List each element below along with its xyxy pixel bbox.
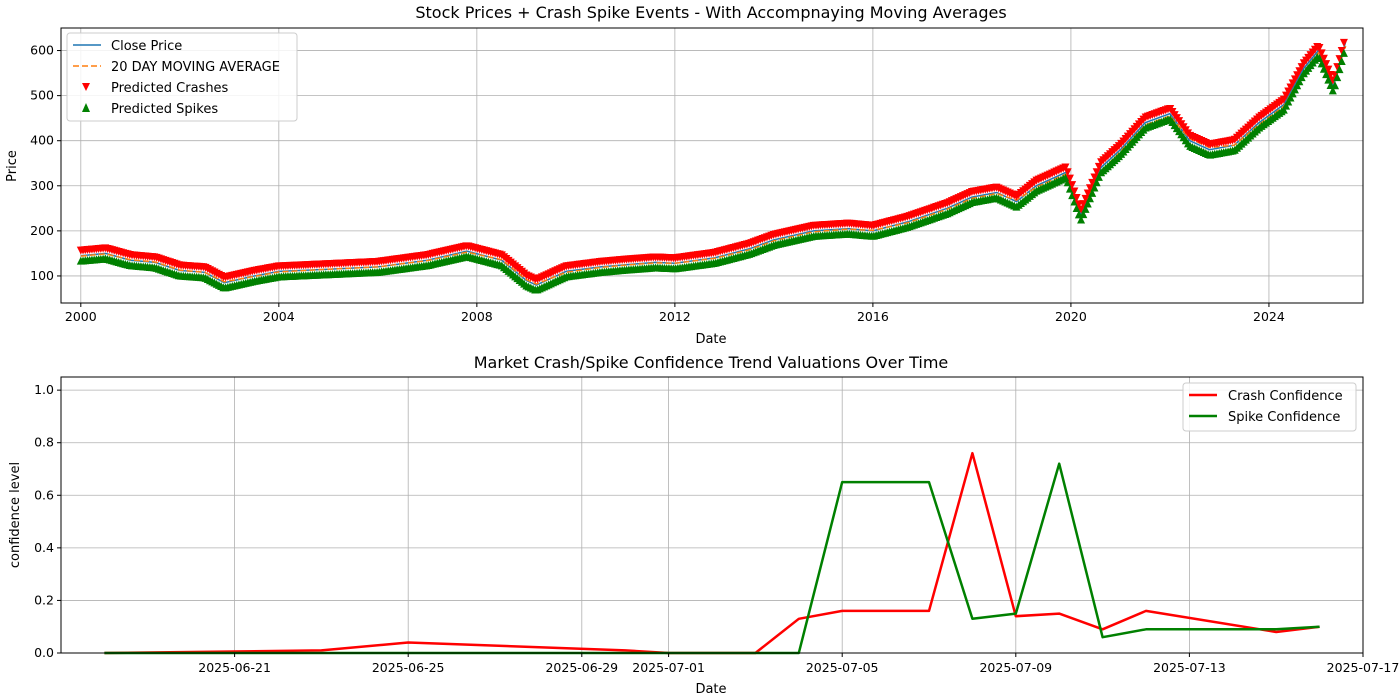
crash-marker [1065,174,1074,183]
crash-marker [1063,168,1072,177]
crash-marker [1070,187,1079,196]
confidence-x-tick-label: 2025-07-17 [1327,660,1400,675]
price-y-tick-label: 600 [30,43,54,58]
spike-marker [1070,197,1079,206]
price-x-tick-label: 2012 [659,309,691,324]
price-chart: Stock Prices + Crash Spike Events - With… [5,3,1364,347]
confidence-chart-title: Market Crash/Spike Confidence Trend Valu… [474,353,949,372]
crash-marker [1337,46,1346,55]
spike-marker [1282,101,1291,110]
spike-marker [1331,81,1340,90]
price-x-axis-label: Date [695,332,726,347]
spike-marker [1293,81,1302,90]
spike-marker [1295,77,1304,86]
spike-marker [1090,183,1099,192]
crash-marker [1324,65,1333,74]
spike-marker [1284,97,1293,106]
crash-marker [1339,38,1348,47]
spike-marker [1072,203,1081,212]
confidence-chart: Market Crash/Spike Confidence Trend Valu… [8,353,1399,697]
price-y-tick-label: 300 [30,178,54,193]
price-plot-frame [60,27,1364,304]
confidence-legend-box [1182,382,1357,432]
crash-marker [1072,193,1081,202]
price-legend-box [66,32,298,122]
price-x-tick-label: 2024 [1253,309,1285,324]
confidence-x-tick-label: 2025-07-09 [979,660,1052,675]
confidence-y-tick-label: 1.0 [34,382,54,397]
price-chart-title: Stock Prices + Crash Spike Events - With… [415,3,1006,22]
price-x-tick-label: 2004 [263,309,295,324]
confidence-y-tick-label: 0.2 [34,592,54,607]
spike-marker [1335,65,1344,74]
price-y-axis-label: Price [5,150,20,182]
confidence-x-tick-label: 2025-06-29 [545,660,618,675]
spike-marker [1290,85,1299,94]
legend-crash-marker [82,83,90,91]
legend-crash-confidence: Crash Confidence [1228,389,1343,404]
confidence-plot-frame [60,376,1364,654]
spike-marker [1286,93,1295,102]
price-legend: Close Price 20 DAY MOVING AVERAGE Predic… [66,32,298,122]
spike-marker [1085,194,1094,203]
price-x-tick-label: 2016 [857,309,889,324]
price-y-tick-label: 100 [30,268,54,283]
crash-confidence-line [104,451,1320,655]
confidence-y-tick-label: 0.6 [34,487,54,502]
spike-marker [1088,188,1097,197]
crash-marker [1322,60,1331,69]
legend-predicted-crashes: Predicted Crashes [111,81,229,96]
spike-marker [1081,204,1090,213]
price-x-tick-label: 2000 [65,309,97,324]
confidence-x-tick-label: 2025-07-05 [806,660,879,675]
moving-average-line [80,45,1347,285]
price-x-tick-label: 2020 [1055,309,1087,324]
legend-moving-average: 20 DAY MOVING AVERAGE [111,60,280,75]
crash-marker [1335,55,1344,64]
price-x-tick-label: 2008 [461,309,493,324]
legend-predicted-spikes: Predicted Spikes [111,102,218,117]
spike-marker [1333,73,1342,82]
spike-marker [1077,215,1086,224]
crash-marker [1068,181,1077,190]
spike-confidence-line [104,462,1320,655]
legend-spike-confidence: Spike Confidence [1228,410,1340,425]
spike-marker [1092,178,1101,187]
spike-marker [1065,184,1074,193]
confidence-y-tick-label: 0.4 [34,540,54,555]
confidence-y-tick-label: 0.8 [34,435,54,450]
spike-marker [1063,178,1072,187]
confidence-x-axis-label: Date [695,682,726,697]
confidence-y-tick-label: 0.0 [34,645,54,660]
confidence-x-tick-label: 2025-07-13 [1153,660,1226,675]
crash-marker [1317,49,1326,58]
spike-marker [1079,210,1088,219]
spike-marker [1339,48,1348,57]
crash-marker [1319,54,1328,63]
price-y-tick-label: 500 [30,88,54,103]
crash-marker [1331,71,1340,80]
spike-marker [1279,105,1288,114]
confidence-x-tick-label: 2025-06-21 [198,660,271,675]
spike-marker [1328,86,1337,95]
confidence-legend: Crash Confidence Spike Confidence [1182,382,1357,432]
price-y-tick-label: 200 [30,223,54,238]
crash-marker [1061,163,1070,172]
crash-marker [1315,43,1324,52]
spike-marker [1083,199,1092,208]
confidence-x-tick-label: 2025-06-25 [372,660,445,675]
crash-marker [1333,63,1342,72]
confidence-y-axis-label: confidence level [8,462,23,568]
spike-marker [1094,172,1103,181]
spike-marker [1068,191,1077,200]
legend-spike-marker [82,103,90,112]
confidence-x-tick-label: 2025-07-01 [632,660,705,675]
spike-marker [1288,89,1297,98]
price-y-tick-label: 400 [30,133,54,148]
spike-marker [1337,56,1346,65]
legend-close-price: Close Price [111,39,182,54]
